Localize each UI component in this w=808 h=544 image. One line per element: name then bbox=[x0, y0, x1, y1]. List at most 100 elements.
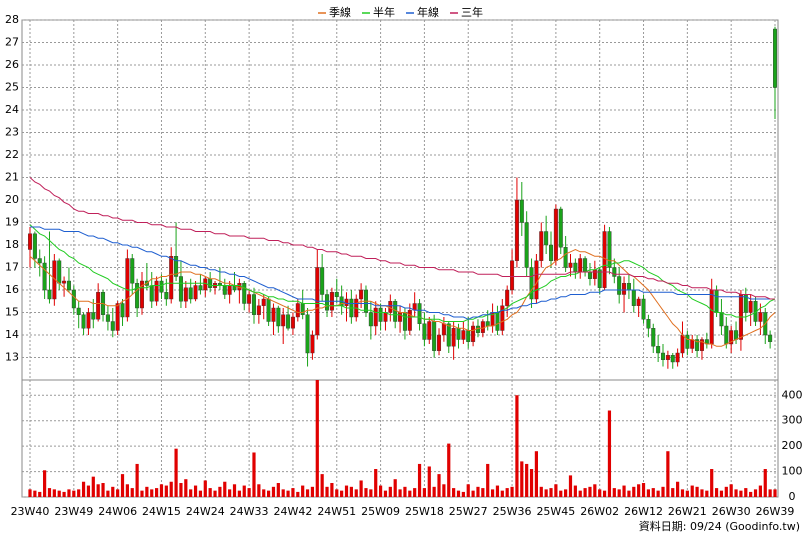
x-tick-label: 24W24 bbox=[186, 505, 225, 518]
candle-body bbox=[451, 328, 456, 347]
candle-body bbox=[724, 325, 729, 345]
volume-bar bbox=[578, 490, 582, 497]
volume-bar bbox=[47, 488, 52, 497]
volume-bar bbox=[62, 491, 66, 497]
volume-bar bbox=[607, 410, 612, 497]
candle-body bbox=[636, 298, 641, 306]
y-tick-label: 15 bbox=[5, 306, 19, 319]
volume-bar bbox=[335, 489, 339, 497]
candle-body bbox=[607, 231, 612, 268]
candle-body bbox=[368, 312, 373, 327]
candle-body bbox=[670, 355, 675, 363]
volume-bar bbox=[544, 489, 548, 497]
candle-body bbox=[105, 314, 110, 322]
x-tick-label: 24W42 bbox=[274, 505, 313, 518]
volume-bar bbox=[310, 486, 315, 497]
volume-bar bbox=[510, 486, 514, 497]
volume-bar bbox=[602, 490, 607, 497]
candle-body bbox=[188, 287, 193, 300]
volume-bar bbox=[174, 448, 178, 497]
volume-bar bbox=[549, 488, 553, 497]
candle-body bbox=[626, 283, 631, 291]
volume-bar bbox=[232, 484, 237, 497]
volume-bar bbox=[296, 491, 300, 497]
x-tick-label: 26W02 bbox=[580, 505, 619, 518]
candle-body bbox=[480, 321, 485, 333]
candle-body bbox=[729, 330, 734, 345]
volume-bar bbox=[758, 485, 762, 497]
candle-body bbox=[76, 307, 81, 315]
volume-bar bbox=[242, 485, 246, 497]
volume-bar bbox=[120, 474, 125, 497]
volume-bar bbox=[247, 488, 251, 497]
y-tick-label: 25 bbox=[5, 81, 19, 94]
y-tick-label: 26 bbox=[5, 58, 19, 71]
volume-bar bbox=[388, 486, 392, 497]
volume-bar bbox=[354, 489, 358, 497]
volume-bar bbox=[588, 486, 592, 497]
volume-bar bbox=[417, 463, 422, 497]
y-tick-label: 19 bbox=[5, 216, 19, 229]
volume-bar bbox=[408, 490, 412, 497]
x-tick-label: 26W12 bbox=[624, 505, 663, 518]
candle-body bbox=[709, 289, 714, 345]
volume-bar bbox=[67, 489, 71, 497]
volume-bar bbox=[28, 489, 32, 497]
candle-body bbox=[125, 258, 130, 318]
candle-body bbox=[583, 258, 588, 273]
footer-note: 資料日期: 09/24 (Goodinfo.tw) bbox=[639, 519, 800, 533]
volume-bar bbox=[276, 483, 280, 497]
volume-bar bbox=[593, 484, 597, 497]
volume-bar bbox=[305, 489, 310, 497]
candle-body bbox=[748, 301, 753, 313]
volume-bar bbox=[447, 443, 451, 497]
volume-bar bbox=[554, 484, 558, 497]
candle-body bbox=[47, 289, 52, 300]
candle-body bbox=[110, 321, 115, 331]
x-tick-label: 25W36 bbox=[493, 505, 532, 518]
candle-body bbox=[183, 287, 188, 302]
volume-bar bbox=[208, 488, 212, 497]
volume-bar bbox=[116, 489, 120, 497]
y-tick-label: 21 bbox=[5, 171, 19, 184]
ma-line bbox=[29, 177, 775, 300]
legend-label: 年線 bbox=[417, 5, 439, 19]
candle-body bbox=[505, 289, 510, 306]
candle-body bbox=[587, 271, 592, 279]
volume-bar bbox=[301, 485, 305, 497]
volume-bar bbox=[763, 469, 767, 497]
volume-bar bbox=[724, 486, 728, 497]
x-tick-label: 23W49 bbox=[54, 505, 93, 518]
volume-bar bbox=[198, 490, 203, 497]
volume-bar bbox=[680, 489, 685, 497]
volume-bar bbox=[340, 490, 344, 497]
volume-bar bbox=[252, 452, 256, 497]
candle-body bbox=[553, 208, 558, 261]
volume-bar bbox=[52, 489, 56, 497]
volume-bar bbox=[57, 490, 61, 497]
volume-bar bbox=[164, 485, 168, 497]
candle-body bbox=[247, 294, 252, 304]
candle-body bbox=[558, 208, 563, 248]
candle-body bbox=[208, 278, 213, 288]
candle-body bbox=[549, 244, 554, 261]
volume-bar bbox=[476, 486, 480, 497]
volume-bar bbox=[739, 490, 743, 497]
candle-body bbox=[768, 334, 773, 342]
volume-bar bbox=[676, 481, 680, 497]
volume-bar bbox=[169, 481, 173, 497]
candle-body bbox=[227, 285, 232, 295]
volume-bar bbox=[155, 488, 159, 497]
y2-tick-label: 0 bbox=[789, 490, 796, 503]
candle-body bbox=[529, 267, 534, 300]
volume-bar bbox=[320, 474, 324, 497]
volume-bar bbox=[495, 485, 500, 497]
candle-body bbox=[485, 321, 490, 327]
volume-bar bbox=[281, 489, 285, 497]
volume-bar bbox=[700, 489, 704, 497]
candle-body bbox=[169, 256, 174, 300]
volume-bar bbox=[291, 488, 295, 497]
legend-label: 季線 bbox=[329, 5, 351, 19]
volume-bar bbox=[228, 489, 232, 497]
